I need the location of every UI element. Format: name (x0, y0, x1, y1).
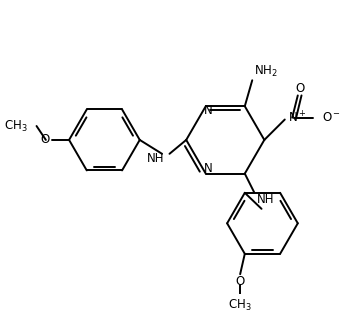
Text: O: O (235, 275, 245, 288)
Text: CH$_3$: CH$_3$ (4, 118, 27, 133)
Text: CH$_3$: CH$_3$ (228, 298, 252, 313)
Text: O: O (295, 82, 304, 95)
Text: O: O (40, 133, 49, 146)
Text: N: N (204, 104, 213, 117)
Text: NH$_2$: NH$_2$ (254, 63, 278, 78)
Text: O$^-$: O$^-$ (322, 111, 341, 124)
Text: NH: NH (147, 152, 165, 165)
Text: N: N (204, 162, 213, 176)
Text: N$^+$: N$^+$ (288, 110, 307, 125)
Text: NH: NH (257, 193, 274, 206)
